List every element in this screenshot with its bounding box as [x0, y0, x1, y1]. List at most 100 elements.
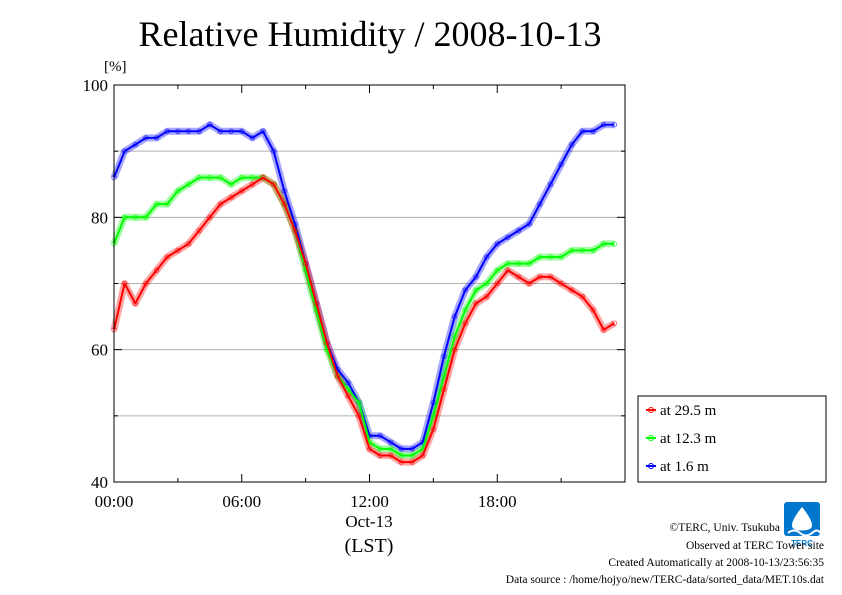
data-point — [153, 201, 160, 207]
data-point — [547, 181, 554, 188]
data-point — [239, 128, 245, 135]
data-point — [249, 174, 256, 181]
series-halo — [110, 121, 615, 453]
series-lines — [110, 121, 618, 466]
data-point — [494, 241, 500, 247]
data-point — [462, 307, 468, 313]
data-point — [483, 280, 490, 287]
legend-label: at 12.3 m — [660, 431, 717, 447]
data-point — [217, 201, 224, 207]
data-point — [271, 148, 277, 154]
data-point — [430, 413, 437, 419]
data-point — [239, 174, 245, 181]
data-point — [345, 380, 351, 386]
y-tick-label: 80 — [91, 208, 108, 227]
series-line-2 — [113, 123, 615, 450]
data-point — [515, 274, 522, 280]
data-point — [398, 446, 405, 452]
data-point — [164, 201, 170, 207]
data-point — [611, 241, 618, 247]
data-point — [207, 214, 213, 221]
data-point — [313, 300, 319, 307]
data-point — [388, 452, 394, 459]
data-point — [537, 201, 543, 207]
data-point — [132, 300, 139, 307]
data-point — [579, 294, 586, 300]
data-point — [526, 280, 532, 287]
data-point — [260, 128, 266, 135]
data-point — [345, 386, 351, 393]
data-point — [601, 241, 607, 247]
data-point — [271, 181, 277, 188]
legend-marker — [648, 463, 654, 469]
data-point — [526, 221, 532, 227]
logo-text: TERC — [791, 539, 813, 548]
data-point — [239, 188, 245, 194]
data-point — [473, 287, 479, 293]
data-point — [590, 307, 596, 313]
data-point — [441, 353, 447, 359]
data-point — [228, 181, 234, 188]
data-point — [547, 254, 554, 260]
data-point — [590, 247, 596, 254]
data-point — [153, 267, 160, 273]
data-point — [515, 227, 522, 234]
copyright-text: ©TERC, Univ. Tsukuba — [670, 522, 780, 534]
data-point — [334, 373, 341, 379]
data-point — [185, 241, 192, 247]
data-point — [494, 267, 500, 273]
data-point — [611, 320, 618, 326]
data-point — [388, 439, 394, 445]
data-point — [143, 135, 149, 141]
data-point — [324, 340, 330, 346]
y-tick-label: 100 — [83, 76, 109, 95]
data-point — [505, 267, 511, 273]
data-point — [420, 452, 426, 459]
data-point — [249, 181, 256, 188]
data-point — [196, 227, 202, 234]
data-point — [579, 247, 586, 254]
data-point — [441, 373, 447, 379]
data-point — [494, 280, 500, 287]
data-point — [601, 327, 607, 333]
data-point — [377, 452, 383, 459]
data-point — [207, 174, 213, 181]
data-point — [302, 260, 309, 267]
data-point — [164, 128, 170, 135]
legend: at 29.5 m at 12.3 m at 1.6 m — [637, 395, 827, 483]
data-point — [388, 446, 394, 452]
data-point — [537, 254, 543, 260]
data-point — [441, 386, 447, 393]
data-source-text: Data source : /home/hojyo/new/TERC-data/… — [506, 574, 825, 586]
axis-ticks: 40 60 80 100 00:00 06:00 12:00 18:00 — [83, 76, 626, 511]
data-point — [249, 135, 256, 141]
data-point — [579, 128, 586, 135]
data-point — [452, 347, 458, 353]
data-point — [569, 287, 575, 293]
data-point — [452, 313, 458, 320]
data-point — [121, 280, 128, 287]
data-point — [430, 426, 437, 432]
footer: ©TERC, Univ. Tsukuba Observed at TERC To… — [506, 522, 825, 586]
data-point — [590, 128, 596, 135]
x-date-label: Oct-13 — [345, 512, 392, 531]
data-point — [281, 201, 287, 207]
data-point — [196, 174, 202, 181]
data-point — [483, 294, 490, 300]
data-point — [377, 446, 383, 452]
data-point — [196, 128, 202, 135]
legend-label: at 29.5 m — [660, 403, 717, 419]
data-point — [121, 148, 128, 154]
data-point — [228, 128, 234, 135]
data-point — [409, 459, 415, 465]
series-halo — [110, 174, 615, 459]
data-point — [409, 452, 415, 459]
data-point — [143, 214, 149, 221]
data-point — [292, 227, 298, 234]
data-point — [185, 128, 192, 135]
data-point — [547, 274, 554, 280]
x-tick-label: 00:00 — [95, 492, 134, 511]
data-point — [207, 122, 213, 128]
data-point — [185, 181, 192, 188]
